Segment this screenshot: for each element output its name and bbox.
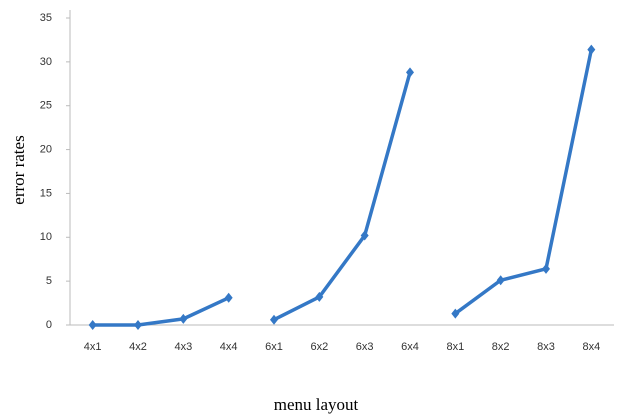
x-tick-label: 6x1 xyxy=(265,341,283,353)
marker xyxy=(270,314,278,325)
x-axis-label: menu layout xyxy=(274,395,359,414)
marker xyxy=(406,67,414,78)
x-tick-label: 4x1 xyxy=(84,341,102,353)
x-tick-label: 8x3 xyxy=(537,341,555,353)
marker xyxy=(224,292,233,303)
marker xyxy=(88,320,97,330)
marker xyxy=(587,44,596,55)
line xyxy=(454,49,594,316)
x-tick-label: 6x4 xyxy=(401,341,419,353)
line xyxy=(92,296,230,327)
marker xyxy=(360,230,369,241)
x-tick-label: 4x3 xyxy=(174,341,192,353)
y-tick-label: 30 xyxy=(40,56,52,68)
y-tick-label: 15 xyxy=(40,187,52,199)
y-tick-label: 0 xyxy=(46,319,52,331)
x-tick-label: 6x2 xyxy=(310,341,328,353)
x-tick-label: 8x2 xyxy=(492,341,510,353)
marker xyxy=(179,313,188,324)
y-tick-label: 10 xyxy=(40,231,52,243)
marker xyxy=(542,263,550,274)
marker xyxy=(451,308,460,319)
y-tick-label: 25 xyxy=(40,100,52,112)
x-tick-label: 8x4 xyxy=(582,341,600,353)
y-axis-label: error rates xyxy=(9,135,28,204)
x-tick-label: 4x4 xyxy=(220,341,238,353)
y-tick-label: 5 xyxy=(46,275,52,287)
y-tick-label: 35 xyxy=(40,12,52,24)
y-tick-label: 20 xyxy=(40,143,52,155)
x-tick-label: 6x3 xyxy=(356,341,374,353)
x-tick-label: 4x2 xyxy=(129,341,147,353)
marker xyxy=(315,291,324,302)
marker xyxy=(134,320,142,330)
marker xyxy=(496,275,505,286)
line xyxy=(273,71,412,322)
x-tick-label: 8x1 xyxy=(446,341,464,353)
